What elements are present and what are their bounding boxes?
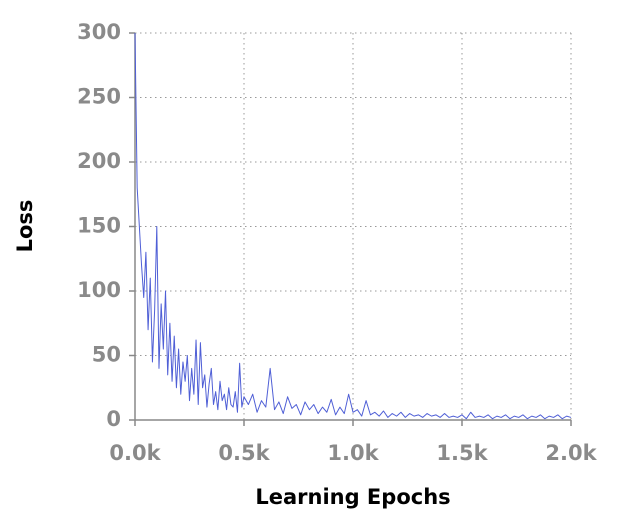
x-tick-label: 0.0k xyxy=(109,441,161,465)
y-tick-label: 0 xyxy=(106,407,121,431)
x-tick-label: 0.5k xyxy=(218,441,270,465)
y-axis-label: Loss xyxy=(13,200,37,253)
x-tick-label: 1.5k xyxy=(436,441,488,465)
x-tick-label: 2.0k xyxy=(545,441,597,465)
y-tick-label: 150 xyxy=(77,214,121,238)
y-tick-label: 100 xyxy=(77,278,121,302)
y-tick-label: 300 xyxy=(77,20,121,44)
loss-line xyxy=(134,32,572,420)
x-tick-label: 1.0k xyxy=(327,441,379,465)
y-tick-label: 200 xyxy=(77,149,121,173)
y-tick-label: 250 xyxy=(77,85,121,109)
x-axis-label: Learning Epochs xyxy=(255,485,450,509)
y-tick-label: 50 xyxy=(92,343,121,367)
